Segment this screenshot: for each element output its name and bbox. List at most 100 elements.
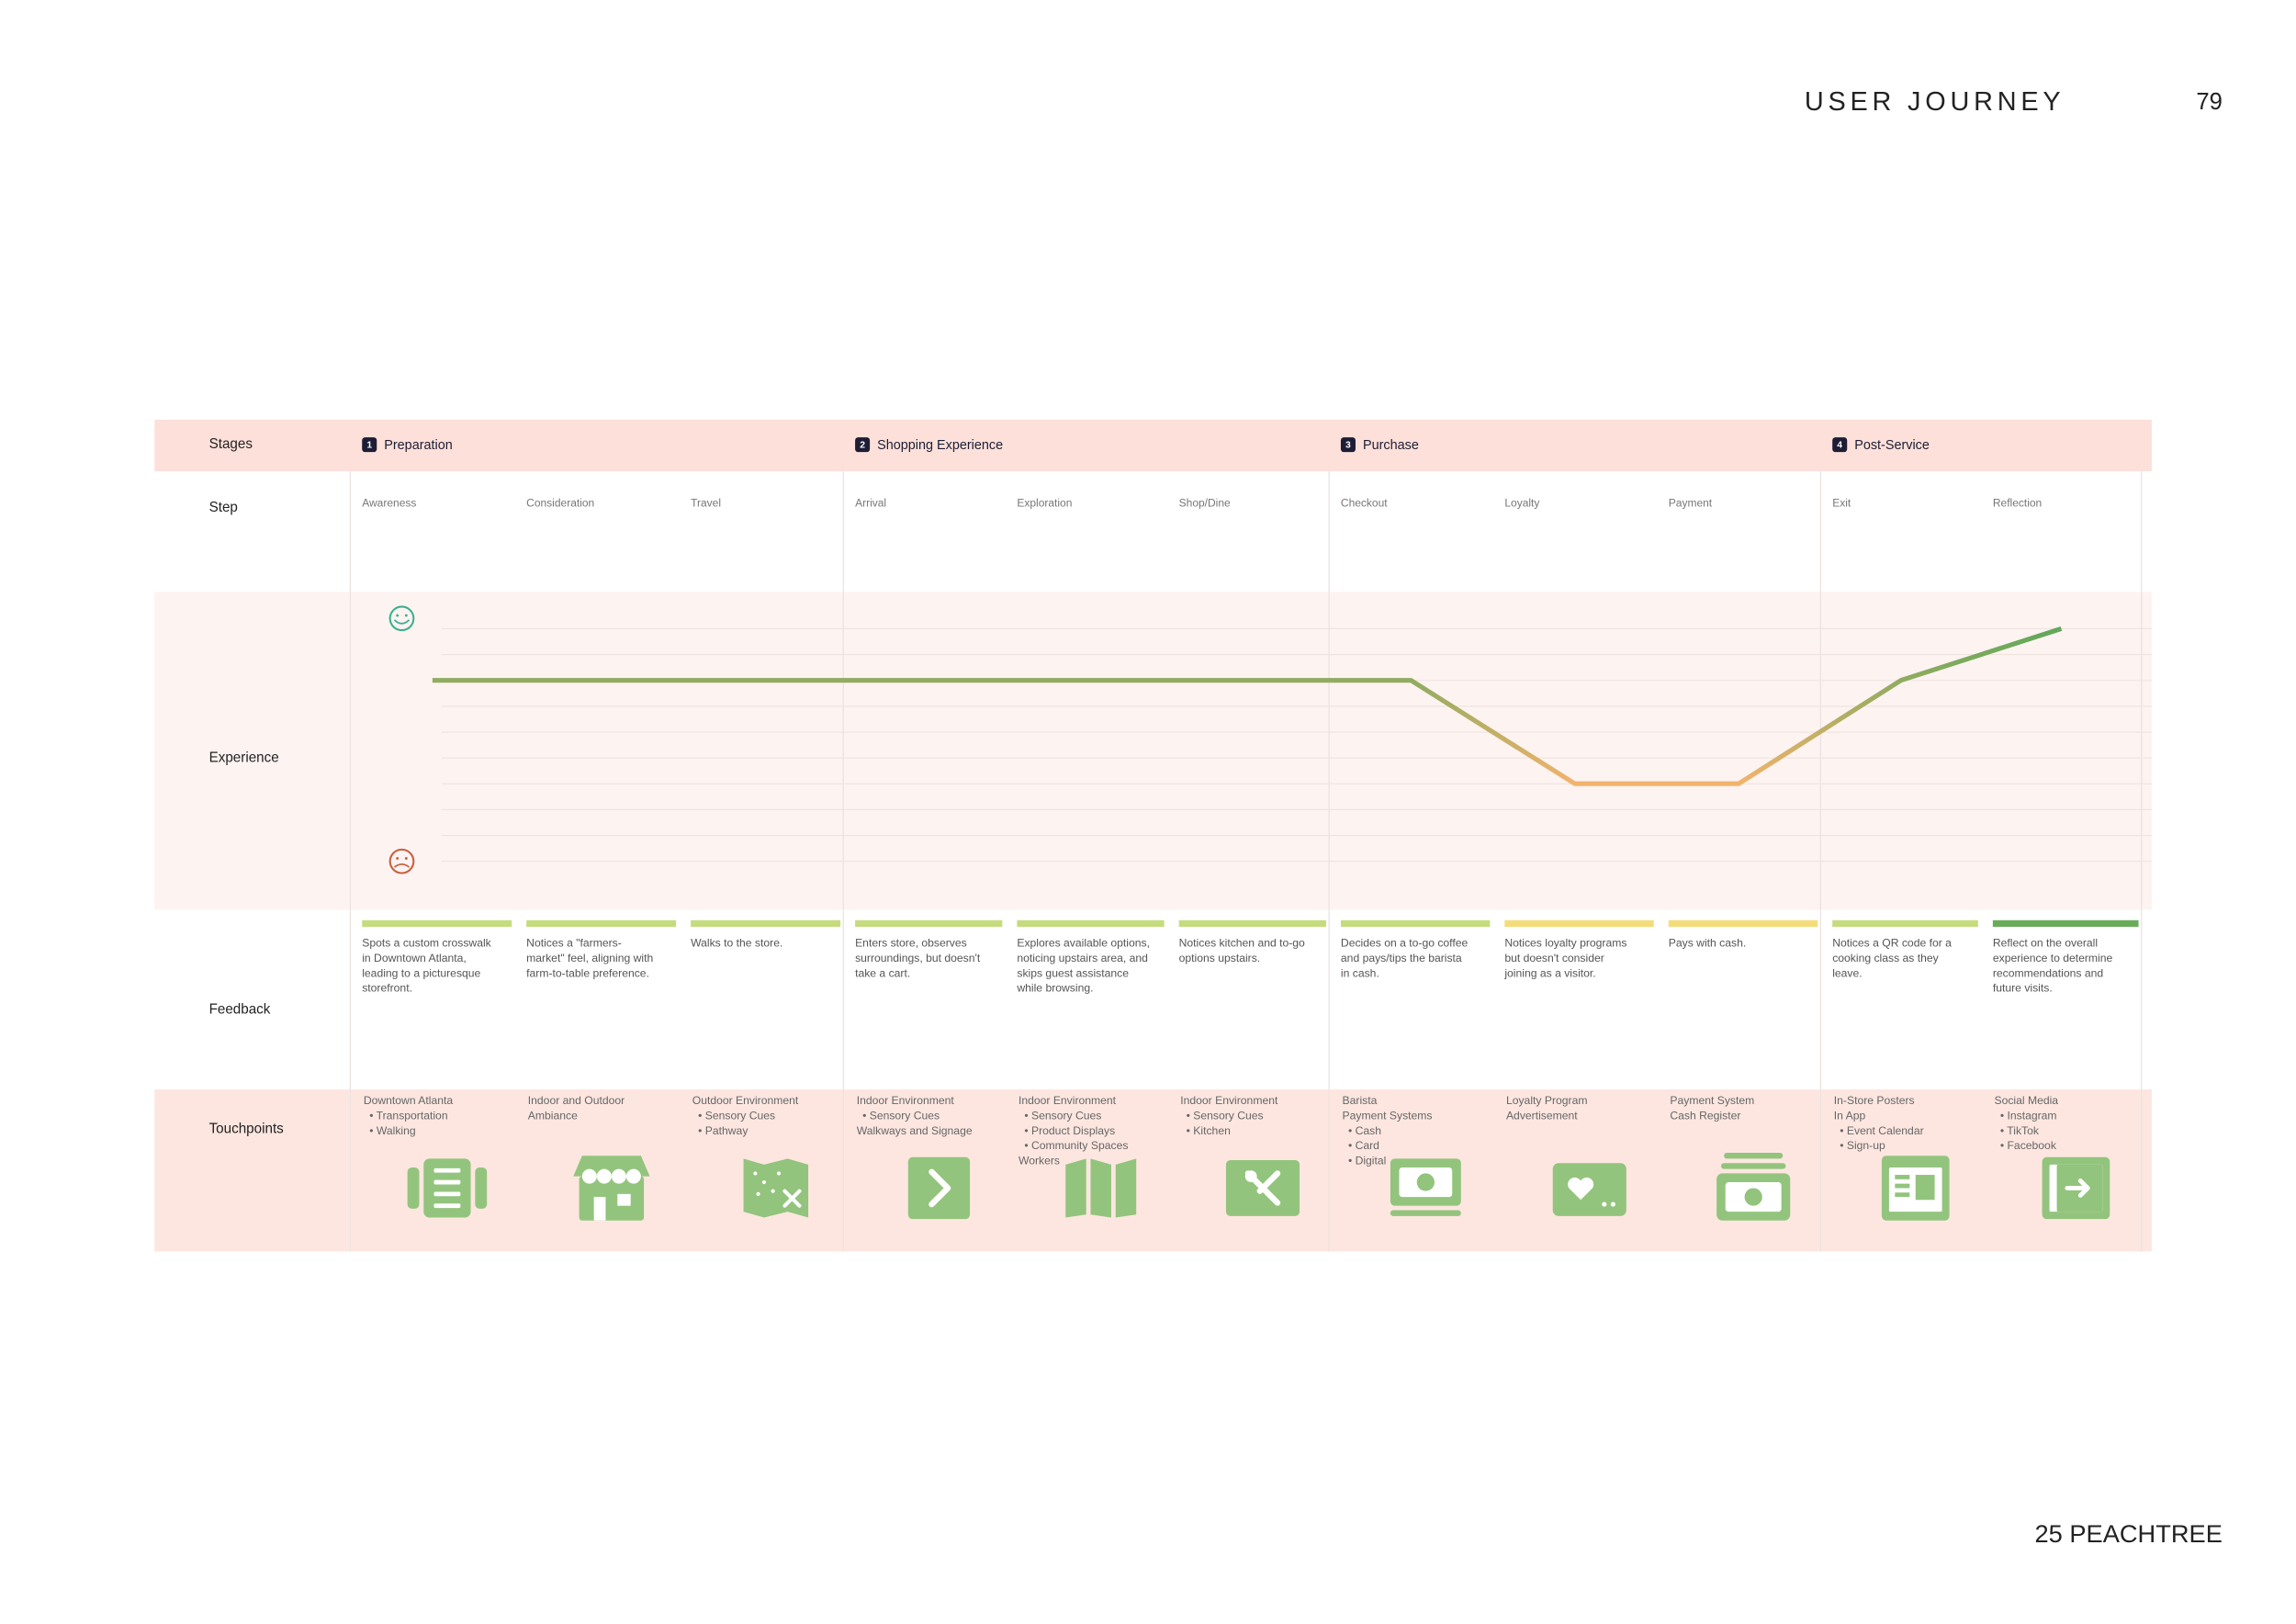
happy-face (388, 605, 415, 632)
touchpoint-text: • Transportation (369, 1109, 447, 1122)
touchpoint-text: Loyalty Program (1506, 1094, 1588, 1107)
icon-part (771, 1189, 775, 1193)
feedback-text: but doesn't consider (1504, 952, 1604, 964)
face-eye (404, 857, 408, 860)
touchpoint-icon (1390, 1158, 1461, 1216)
row-band (154, 909, 2152, 1090)
face-eye (396, 857, 400, 860)
icon-part (743, 1158, 809, 1218)
icon-part (475, 1167, 488, 1209)
icon-part (1724, 1152, 1784, 1159)
feedback-text: experience to determine (1993, 952, 2113, 964)
touchpoint-text: • Facebook (2000, 1139, 2057, 1152)
feedback-text: in cash. (1341, 966, 1379, 979)
touchpoint-text: Indoor and Outdoor (528, 1094, 625, 1107)
face-mouth (393, 863, 411, 868)
step-name: Travel (691, 496, 721, 509)
stage-badge (855, 437, 871, 453)
touchpoint-text: • Sensory Cues (698, 1109, 775, 1122)
icon-part (625, 1168, 641, 1184)
row-label: Stages (209, 436, 253, 452)
stage-name: Shopping Experience (877, 438, 1003, 453)
row-band (154, 592, 2152, 910)
row-label: Experience (209, 750, 279, 766)
touchpoint-text: Payment Systems (1343, 1109, 1433, 1122)
face-eye (404, 614, 408, 617)
feedback-bar (1340, 919, 1491, 927)
icon-part (1115, 1158, 1137, 1218)
touchpoint-text: Barista (1343, 1094, 1378, 1107)
touchpoint-text: • Sensory Cues (1187, 1109, 1264, 1122)
touchpoint-text: In App (1834, 1109, 1866, 1122)
row-band (154, 471, 2152, 592)
icon-part (1416, 1173, 1435, 1191)
feedback-text: future visits. (1993, 982, 2053, 995)
touchpoint-text: Social Media (1994, 1094, 2058, 1107)
stage-number: 4 (1837, 441, 1842, 451)
icon-part (1065, 1158, 1086, 1218)
stage-badge (1832, 437, 1848, 453)
feedback-text: Notices a QR code for a (1832, 937, 1952, 950)
icon-part (753, 1171, 758, 1176)
touchpoint-text: • Community Spaces (1024, 1139, 1128, 1152)
icon-part (1568, 1177, 1594, 1201)
feedback-bar (855, 919, 1003, 927)
row-label: Feedback (209, 1002, 271, 1018)
feedback-bar (1504, 919, 1654, 927)
touchpoint-text: • Instagram (2000, 1109, 2057, 1122)
stage-badge (362, 437, 377, 453)
icon-part (1720, 1163, 1786, 1169)
stage-name: Post-Service (1854, 438, 1930, 453)
feedback-bar (1178, 919, 1326, 927)
touchpoint-text: Advertisement (1506, 1109, 1578, 1122)
icon-part (782, 1189, 802, 1208)
stage-number: 1 (366, 441, 372, 451)
journey-map: Stages Step Experience Feedback Touchpoints 1… (154, 419, 2152, 1252)
feedback-text: Notices loyalty programs (1504, 937, 1626, 950)
page-number: 79 (2196, 89, 2223, 115)
touchpoint-text: • Sensory Cues (862, 1109, 940, 1122)
feedback-text: and pays/tips the barista (1341, 952, 1462, 964)
feedback-text: farm-to-table preference. (526, 966, 649, 979)
feedback-text: recommendations and (1993, 966, 2103, 979)
stage-number: 3 (1345, 441, 1351, 451)
feedback-text: noticing upstairs area, and (1017, 952, 1148, 964)
touchpoint-text: • Cash (1348, 1124, 1381, 1137)
stage-name: Purchase (1363, 438, 1419, 453)
row-label: Touchpoints (209, 1121, 285, 1136)
touchpoint-text: • Digital (1348, 1155, 1386, 1167)
face-outline (388, 605, 415, 632)
feedback-text: Notices a "farmers- (526, 937, 622, 950)
touchpoint-text: Workers (1019, 1155, 1060, 1167)
icon-part (1610, 1201, 1615, 1207)
face-eye (396, 614, 400, 617)
touchpoint-text: • Kitchen (1187, 1124, 1231, 1137)
icon-part (776, 1171, 782, 1176)
feedback-text: leave. (1832, 966, 1862, 979)
icon-part (756, 1191, 760, 1196)
feedback-bar (1017, 919, 1165, 927)
touchpoint-icon (573, 1156, 650, 1221)
touchpoint-text: • TikTok (2000, 1124, 2040, 1137)
feedback-bar (1832, 919, 1978, 927)
touchpoint-text: Ambiance (528, 1109, 578, 1122)
step-name: Arrival (855, 496, 886, 509)
stage-name: Preparation (384, 438, 452, 453)
feedback-text: Reflect on the overall (1993, 937, 2098, 950)
step-name: Consideration (526, 496, 594, 509)
feedback-text: while browsing. (1016, 982, 1093, 995)
touchpoint-text: Outdoor Environment (692, 1094, 799, 1107)
feedback-text: options upstairs. (1179, 952, 1261, 964)
touchpoint-icon (1225, 1160, 1300, 1216)
feedback-text: in Downtown Atlanta, (362, 952, 467, 964)
sad-face (388, 848, 415, 874)
touchpoint-icon (407, 1158, 488, 1218)
icon-part (1090, 1158, 1111, 1218)
face-outline (388, 848, 415, 874)
face-mouth (393, 619, 411, 625)
touchpoint-text: Indoor Environment (1180, 1094, 1278, 1107)
step-name: Exploration (1017, 496, 1072, 509)
step-name: Reflection (1993, 496, 2042, 509)
